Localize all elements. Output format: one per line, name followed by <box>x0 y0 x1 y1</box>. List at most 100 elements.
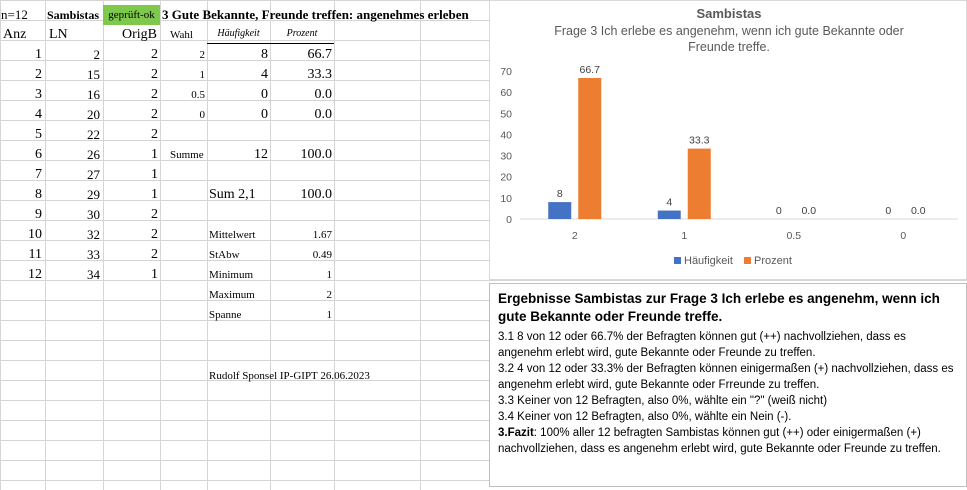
freq-wahl-cell[interactable]: 0.5 <box>191 89 205 101</box>
sum21-label[interactable]: Sum 2,1 <box>209 187 256 202</box>
row-anz-cell[interactable]: 3 <box>35 87 42 102</box>
row-anz-cell[interactable]: 4 <box>35 107 42 122</box>
row-origb-cell[interactable]: 2 <box>151 247 158 262</box>
row-anz-cell[interactable]: 6 <box>35 147 42 162</box>
result-line-3-1: 3.1 8 von 12 oder 66.7% der Befragten kö… <box>498 331 906 359</box>
legend-label: Prozent <box>754 255 792 267</box>
row-origb-cell[interactable]: 2 <box>151 127 158 142</box>
group-name-cell[interactable]: Sambistas <box>47 8 100 22</box>
stat-label-cell[interactable]: Mittelwert <box>209 229 256 241</box>
legend-swatch <box>674 257 681 264</box>
stat-value-cell[interactable]: 1 <box>326 269 333 281</box>
row-anz-cell[interactable]: 2 <box>35 67 42 82</box>
row-ln-cell[interactable]: 27 <box>87 167 100 182</box>
col-header-prozent[interactable]: Prozent <box>270 25 334 44</box>
result-line-3-3: 3.3 Keiner von 12 Befragten, also 0%, wä… <box>498 395 828 407</box>
freq-haeufigkeit-cell[interactable]: 0 <box>261 87 268 102</box>
freq-prozent-cell[interactable]: 33.3 <box>307 67 333 82</box>
freq-wahl-cell[interactable]: 1 <box>199 69 206 81</box>
row-anz-cell[interactable]: 1 <box>35 47 42 62</box>
col-header-haeufigkeit[interactable]: Häufigkeit <box>207 25 270 44</box>
freq-wahl-cell[interactable]: 2 <box>199 49 206 61</box>
row-origb-cell[interactable]: 2 <box>151 227 158 242</box>
result-line-3-2: 3.2 4 von 12 oder 33.3% der Befragten kö… <box>498 363 954 391</box>
row-anz-cell[interactable]: 10 <box>28 227 42 242</box>
sum21-prozent[interactable]: 100.0 <box>300 187 333 202</box>
legend-label: Häufigkeit <box>684 255 733 267</box>
freq-wahl-cell[interactable]: 0 <box>199 109 206 121</box>
x-tick-label: 0 <box>900 230 906 242</box>
row-origb-cell[interactable]: 1 <box>151 187 158 202</box>
bar-data-label: 4 <box>666 197 672 209</box>
row-anz-cell[interactable]: 11 <box>28 247 42 262</box>
stat-value-cell[interactable]: 2 <box>326 289 333 301</box>
stat-label-cell[interactable]: Minimum <box>209 269 254 281</box>
row-origb-cell[interactable]: 2 <box>151 207 158 222</box>
bar-haeufigkeit <box>657 210 681 219</box>
row-origb-cell[interactable]: 2 <box>151 107 158 122</box>
row-anz-cell[interactable]: 8 <box>35 187 42 202</box>
col-header-anz[interactable]: Anz <box>3 27 27 42</box>
row-origb-cell[interactable]: 1 <box>151 167 158 182</box>
stat-value-cell[interactable]: 0.49 <box>312 249 332 261</box>
y-tick-label: 70 <box>500 66 512 78</box>
row-ln-cell[interactable]: 26 <box>87 147 100 162</box>
column-divider <box>270 0 271 490</box>
stat-value-cell[interactable]: 1.67 <box>312 229 332 241</box>
freq-prozent-cell[interactable]: 0.0 <box>314 87 333 102</box>
row-ln-cell[interactable]: 22 <box>87 127 100 142</box>
column-divider <box>103 0 104 490</box>
freq-haeufigkeit-cell[interactable]: 4 <box>261 67 268 82</box>
row-ln-cell[interactable]: 29 <box>87 187 100 202</box>
author-credit[interactable]: Rudolf Sponsel IP-GIPT 26.06.2023 <box>209 370 370 382</box>
freq-prozent-cell[interactable]: 66.7 <box>307 47 333 62</box>
results-textbox[interactable]: Ergebnisse Sambistas zur Frage 3 Ich erl… <box>489 283 967 487</box>
row-origb-cell[interactable]: 1 <box>151 147 158 162</box>
y-tick-label: 0 <box>506 214 512 226</box>
x-tick-label: 2 <box>572 230 578 242</box>
question-title-cell[interactable]: 3 Gute Bekannte, Freunde treffen: angene… <box>162 7 469 22</box>
summe-label[interactable]: Summe <box>170 149 204 161</box>
row-origb-cell[interactable]: 2 <box>151 67 158 82</box>
row-origb-cell[interactable]: 2 <box>151 87 158 102</box>
bar-haeufigkeit <box>548 202 572 219</box>
row-anz-cell[interactable]: 5 <box>35 127 42 142</box>
row-origb-cell[interactable]: 1 <box>151 267 158 282</box>
y-tick-label: 20 <box>500 172 512 184</box>
n-count-cell[interactable]: n=12 <box>1 7 28 22</box>
bar-chart[interactable]: Sambistas Frage 3 Ich erlebe es angenehm,… <box>489 0 967 280</box>
stat-label-cell[interactable]: Maximum <box>209 289 255 301</box>
fazit-label: 3.Fazit <box>498 427 534 439</box>
column-divider <box>420 0 421 490</box>
row-ln-cell[interactable]: 33 <box>87 247 100 262</box>
row-origb-cell[interactable]: 2 <box>151 47 158 62</box>
row-anz-cell[interactable]: 12 <box>28 267 42 282</box>
row-ln-cell[interactable]: 20 <box>87 107 100 122</box>
stat-value-cell[interactable]: 1 <box>326 309 333 321</box>
col-header-origb[interactable]: OrigB <box>122 27 157 42</box>
row-ln-cell[interactable]: 2 <box>93 47 101 62</box>
row-ln-cell[interactable]: 34 <box>87 267 100 282</box>
row-ln-cell[interactable]: 32 <box>87 227 100 242</box>
row-anz-cell[interactable]: 9 <box>35 207 42 222</box>
summe-haeufigkeit[interactable]: 12 <box>254 147 268 162</box>
row-anz-cell[interactable]: 7 <box>35 167 42 182</box>
row-ln-cell[interactable]: 30 <box>87 207 100 222</box>
stat-label-cell[interactable]: Spanne <box>209 309 242 321</box>
freq-haeufigkeit-cell[interactable]: 8 <box>261 47 268 62</box>
y-tick-label: 30 <box>500 151 512 163</box>
col-header-wahl[interactable]: Wahl <box>170 29 193 41</box>
freq-prozent-cell[interactable]: 0.0 <box>314 107 333 122</box>
chart-title: Sambistas <box>696 6 761 21</box>
x-tick-label: 1 <box>681 230 687 242</box>
row-ln-cell[interactable]: 15 <box>87 67 100 82</box>
chart-subtitle-line: Frage 3 Ich erlebe es angenehm, wenn ich… <box>554 24 904 38</box>
column-divider <box>45 0 46 490</box>
col-header-ln[interactable]: LN <box>49 27 68 42</box>
y-tick-label: 40 <box>500 129 512 141</box>
freq-haeufigkeit-cell[interactable]: 0 <box>261 107 268 122</box>
summe-prozent[interactable]: 100.0 <box>300 147 333 162</box>
row-ln-cell[interactable]: 16 <box>87 87 100 102</box>
status-badge-cell[interactable]: geprüft-ok <box>103 5 160 25</box>
stat-label-cell[interactable]: StAbw <box>209 249 240 261</box>
